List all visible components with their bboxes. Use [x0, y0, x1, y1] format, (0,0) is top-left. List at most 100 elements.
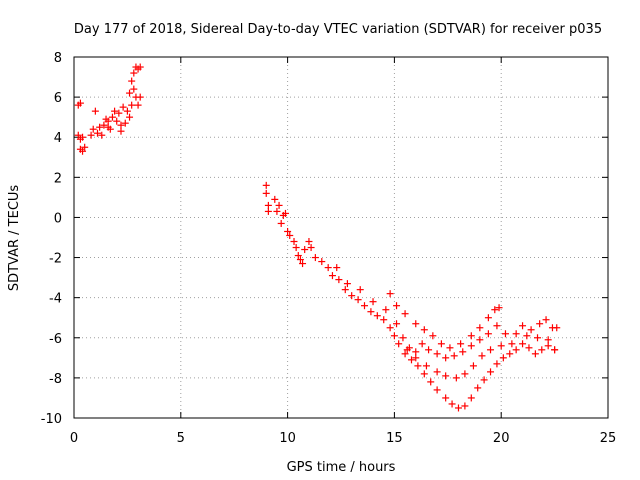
data-point: [393, 320, 401, 328]
data-point: [553, 324, 561, 332]
data-point: [113, 117, 121, 125]
data-point: [382, 306, 390, 314]
data-point: [412, 354, 420, 362]
data-point: [296, 256, 304, 264]
data-point: [264, 207, 272, 215]
data-point: [117, 121, 125, 129]
data-point: [433, 386, 441, 394]
y-tick-label: -4: [49, 292, 62, 307]
data-point: [134, 101, 142, 109]
data-point: [273, 207, 281, 215]
data-point: [104, 117, 112, 125]
y-tick-label: -8: [49, 372, 62, 387]
data-point: [446, 344, 454, 352]
data-points: [74, 63, 561, 412]
data-point: [454, 404, 462, 412]
data-point: [433, 368, 441, 376]
data-point: [343, 280, 351, 288]
data-point: [301, 246, 309, 254]
data-point: [96, 123, 104, 131]
data-point: [386, 324, 394, 332]
data-point: [544, 336, 552, 344]
data-point: [136, 93, 144, 101]
data-point: [386, 290, 394, 298]
data-point: [476, 324, 484, 332]
data-point: [442, 394, 450, 402]
data-point: [128, 77, 136, 85]
data-point: [467, 342, 475, 350]
data-point: [98, 131, 106, 139]
data-point: [380, 316, 388, 324]
data-point: [461, 402, 469, 410]
y-axis-label: SDTVAR / TECUs: [7, 185, 22, 292]
data-point: [81, 143, 89, 151]
data-point: [452, 374, 460, 382]
data-point: [121, 119, 129, 127]
data-point: [536, 320, 544, 328]
data-point: [390, 332, 398, 340]
data-point: [401, 350, 409, 358]
data-point: [519, 340, 527, 348]
data-point: [501, 330, 509, 338]
y-tick-label: 0: [54, 211, 62, 226]
data-point: [491, 306, 499, 314]
data-point: [469, 362, 477, 370]
data-point: [106, 125, 114, 133]
data-point: [437, 340, 445, 348]
data-point: [418, 340, 426, 348]
y-tick-label: 6: [54, 91, 62, 106]
data-point: [115, 109, 123, 117]
data-point: [422, 362, 430, 370]
data-point: [542, 316, 550, 324]
data-point: [333, 264, 341, 272]
data-point: [412, 320, 420, 328]
y-tick-label: -6: [49, 332, 62, 347]
data-point: [89, 125, 97, 133]
data-point: [457, 340, 465, 348]
data-point: [74, 131, 82, 139]
data-point: [108, 113, 116, 121]
data-point: [275, 201, 283, 209]
x-axis-label: GPS time / hours: [287, 460, 396, 475]
data-point: [87, 131, 95, 139]
x-tick-label: 20: [493, 431, 510, 446]
data-point: [523, 332, 531, 340]
plot-frame: [73, 56, 609, 419]
data-point: [412, 348, 420, 356]
data-point: [117, 127, 125, 135]
data-point: [531, 350, 539, 358]
data-point: [497, 342, 505, 350]
chart-title: Day 177 of 2018, Sidereal Day-to-day VTE…: [74, 22, 602, 37]
data-point: [292, 244, 300, 252]
data-point: [425, 346, 433, 354]
data-point: [467, 332, 475, 340]
data-point: [284, 227, 292, 235]
data-point: [506, 350, 514, 358]
y-tick-label: 8: [54, 51, 62, 66]
data-point: [393, 302, 401, 310]
data-point: [341, 286, 349, 294]
data-point: [499, 354, 507, 362]
data-point: [487, 368, 495, 376]
data-point: [407, 356, 415, 364]
data-point: [478, 352, 486, 360]
data-point: [335, 276, 343, 284]
data-point: [420, 370, 428, 378]
data-point: [403, 346, 411, 354]
data-point: [324, 264, 332, 272]
data-point: [126, 113, 134, 121]
data-point: [493, 360, 501, 368]
x-tick-label: 25: [600, 431, 617, 446]
data-point: [459, 348, 467, 356]
data-point: [420, 326, 428, 334]
data-point: [450, 352, 458, 360]
data-point: [534, 334, 542, 342]
axis-ticks: 0 5 10 15 20 25 -10 -8 -6 -4 -2 0 2 4 6 8: [41, 51, 617, 446]
data-point: [427, 378, 435, 386]
x-tick-label: 10: [279, 431, 296, 446]
data-point: [401, 310, 409, 318]
y-tick-label: 4: [54, 131, 62, 146]
data-point: [299, 260, 307, 268]
data-point: [433, 350, 441, 358]
